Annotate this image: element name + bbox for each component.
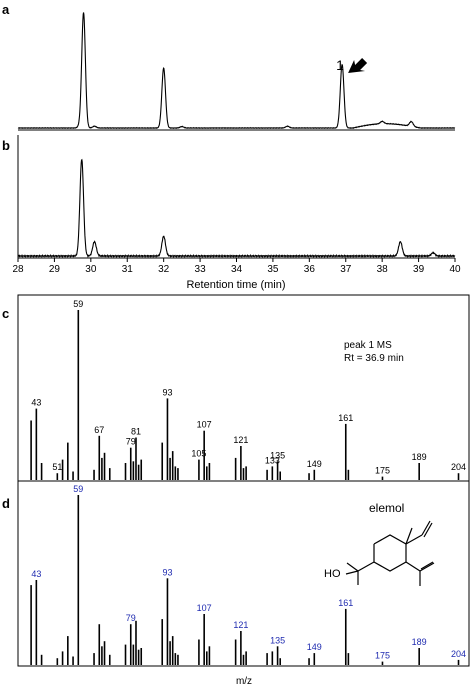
spectrum-peak-label: 175 xyxy=(375,466,390,476)
retention-time-label: Rt = 36.9 min xyxy=(344,353,404,364)
spectrum-peak-label: 175 xyxy=(375,651,390,661)
spectrum-peak-label: 93 xyxy=(162,567,172,577)
x-axis-ticks: 28 29 30 31 32 33 34 35 36 37 38 39 40 xyxy=(12,258,461,275)
mass-spectrum-c xyxy=(30,310,460,480)
x-tick-label: 38 xyxy=(377,264,389,275)
x-axis-label-mz: m/z xyxy=(236,676,252,687)
mass-spectrum-d-labels: 43 59 79 93 107 121 135 149 161 175 189 204 xyxy=(31,484,466,661)
x-tick-label: 31 xyxy=(122,264,134,275)
spectrum-peak-label: 79 xyxy=(126,613,136,623)
spectrum-peak-label: 81 xyxy=(131,427,141,437)
spectrum-peak-label: 149 xyxy=(307,642,322,652)
elemol-structure-icon xyxy=(345,520,435,586)
spectrum-peak-label: 135 xyxy=(270,635,285,645)
spectrum-peak-label: 43 xyxy=(31,569,41,579)
panel-label-b: b xyxy=(2,138,10,153)
chromatogram-b-trace xyxy=(17,158,456,259)
x-tick-label: 28 xyxy=(12,264,24,275)
spectrum-peak-label: 161 xyxy=(338,413,353,423)
panel-label-c: c xyxy=(2,306,9,321)
spectrum-peak-label: 189 xyxy=(412,452,427,462)
spectrum-peak-label: 93 xyxy=(162,387,172,397)
peak-1-ms-label: peak 1 MS xyxy=(344,340,392,351)
chromatogram-a-trace xyxy=(17,12,456,130)
spectrum-peak-label: 121 xyxy=(233,435,248,445)
spectrum-peak-label: 107 xyxy=(197,603,212,613)
x-tick-label: 32 xyxy=(158,264,170,275)
spectrum-peak-label: 51 xyxy=(52,462,62,472)
spectrum-peak-label: 107 xyxy=(197,420,212,430)
x-tick-label: 37 xyxy=(340,264,352,275)
spectrum-peak-label: 204 xyxy=(451,462,466,472)
hydroxyl-label: HO xyxy=(324,568,341,580)
spectrum-peak-label: 121 xyxy=(233,620,248,630)
spectrum-peak-label: 79 xyxy=(126,437,136,447)
x-tick-label: 33 xyxy=(195,264,207,275)
spectrum-peak-label: 133 xyxy=(265,455,280,465)
panel-label-d: d xyxy=(2,496,10,511)
x-tick-label: 34 xyxy=(231,264,243,275)
spectrum-peak-label: 43 xyxy=(31,398,41,408)
x-tick-label: 35 xyxy=(267,264,279,275)
spectrum-peak-label: 59 xyxy=(73,299,83,309)
panel-label-a: a xyxy=(2,2,10,17)
spectrum-peak-label: 189 xyxy=(412,637,427,647)
x-tick-label: 39 xyxy=(413,264,425,275)
mass-spectrum-d xyxy=(30,495,460,665)
x-tick-label: 36 xyxy=(304,264,316,275)
spectrum-peak-label: 135 xyxy=(270,450,285,460)
spectrum-peak-label: 149 xyxy=(307,459,322,469)
x-axis-label-retention-time: Retention time (min) xyxy=(186,279,285,291)
spectrum-peak-label: 161 xyxy=(338,598,353,608)
arrow-pointing-down-left-icon xyxy=(348,58,368,73)
compound-name-elemol: elemol xyxy=(369,501,404,515)
x-tick-label: 30 xyxy=(85,264,97,275)
x-tick-label: 29 xyxy=(49,264,61,275)
chromatogram-a xyxy=(17,12,456,131)
spectrum-peak-label: 59 xyxy=(73,484,83,494)
peak-1-label: 1 xyxy=(336,57,344,73)
x-tick-label: 40 xyxy=(449,264,461,275)
spectrum-peak-label: 67 xyxy=(94,425,104,435)
spectrum-peak-label: 105 xyxy=(191,449,206,459)
spectrum-peak-label: 204 xyxy=(451,649,466,659)
chromatogram-b: 28 29 30 31 32 33 34 35 36 37 38 39 40 xyxy=(12,135,461,275)
